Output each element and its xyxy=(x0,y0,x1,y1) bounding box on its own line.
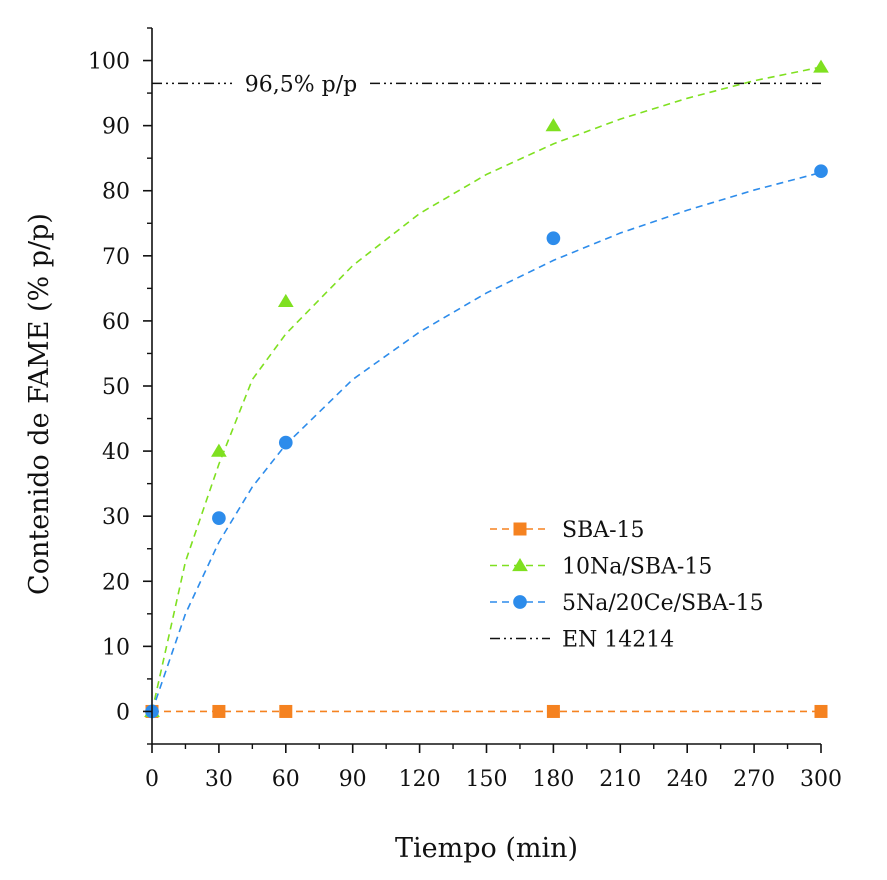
y-tick-label-90: 90 xyxy=(102,115,130,140)
legend-marker-2 xyxy=(513,595,527,609)
data-point-s2-3 xyxy=(546,231,561,246)
data-point-s0-3 xyxy=(546,704,560,718)
x-tick-label-270: 270 xyxy=(733,767,775,792)
legend: SBA-15 10Na/SBA-15 5Na/20Ce/SBA-15 EN 14214 xyxy=(490,518,764,653)
x-axis-title: Tiempo (min) xyxy=(395,833,578,864)
plot-area xyxy=(152,28,821,744)
y-tick-label-50: 50 xyxy=(102,375,130,400)
plot-background xyxy=(152,28,821,744)
y-tick-label-0: 0 xyxy=(116,700,130,725)
y-tick-label-60: 60 xyxy=(102,310,130,335)
axes: 0 10 20 30 40 50 60 70 80 90 100 0 30 60 90 120 150 180 21… xyxy=(88,27,842,792)
data-point-s2-1 xyxy=(212,511,226,525)
fit-lines xyxy=(151,66,822,713)
y-axis-title: Contenido de FAME (% p/p) xyxy=(24,213,55,595)
y-tick-label-40: 40 xyxy=(102,440,130,465)
data-point-s2-4 xyxy=(814,164,828,179)
x-tick-label-120: 120 xyxy=(399,767,441,792)
fit-line-2 xyxy=(151,171,822,712)
reference-line-label: 96,5% p/p xyxy=(245,72,357,97)
x-tick-label-0: 0 xyxy=(145,767,159,792)
data-point-s0-1 xyxy=(212,704,226,718)
data-point-s1-1 xyxy=(211,443,227,457)
data-point-s0-4 xyxy=(814,704,828,718)
y-tick-label-20: 20 xyxy=(102,570,130,595)
legend-label-2: 5Na/20Ce/SBA-15 xyxy=(562,591,764,616)
legend-label-0: SBA-15 xyxy=(562,518,645,543)
x-tick-label-180: 180 xyxy=(532,767,574,792)
y-tick-label-70: 70 xyxy=(102,245,130,270)
x-tick-label-300: 300 xyxy=(800,767,842,792)
data-point-s2-2 xyxy=(278,435,293,450)
data-point-s1-4 xyxy=(813,59,829,73)
legend-label-1: 10Na/SBA-15 xyxy=(562,555,712,580)
x-tick-label-150: 150 xyxy=(466,767,508,792)
reference-line-group: 96,5% p/p xyxy=(152,72,821,97)
x-tick-label-210: 210 xyxy=(599,767,641,792)
data-point-s1-3 xyxy=(545,118,562,132)
x-tick-label-240: 240 xyxy=(666,767,708,792)
x-tick-label-90: 90 xyxy=(339,767,367,792)
legend-label-reference: EN 14214 xyxy=(562,628,674,653)
y-tick-label-100: 100 xyxy=(88,50,130,75)
x-tick-label-30: 30 xyxy=(205,767,233,792)
y-tick-label-80: 80 xyxy=(102,180,130,205)
data-point-s1-2 xyxy=(277,293,294,307)
y-tick-label-30: 30 xyxy=(102,505,130,530)
data-markers xyxy=(144,59,829,719)
fit-line-1 xyxy=(151,66,822,712)
legend-marker-0 xyxy=(513,522,527,536)
data-point-s0-2 xyxy=(279,704,293,718)
x-tick-label-60: 60 xyxy=(272,767,300,792)
legend-marker-1 xyxy=(512,558,528,572)
y-tick-label-10: 10 xyxy=(102,635,130,660)
